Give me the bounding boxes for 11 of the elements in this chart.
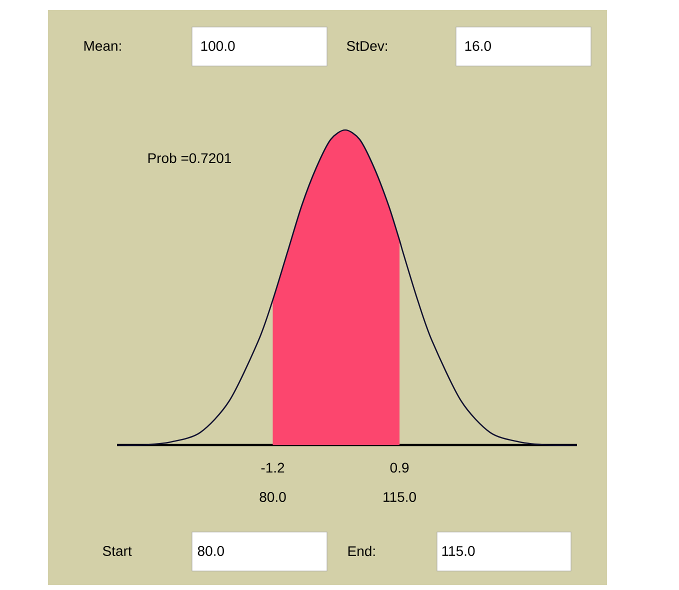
text: 16.0 xyxy=(465,41,491,51)
annotation: Prob =0.7201 xyxy=(148,152,232,164)
text: 100.0 xyxy=(201,41,235,51)
annotation: 0.9 xyxy=(390,462,409,473)
text: 80.0 xyxy=(198,546,224,556)
text: Start xyxy=(102,546,132,556)
text: 115.0 xyxy=(442,546,475,556)
text: Mean: xyxy=(84,41,121,51)
text: End: xyxy=(348,546,375,556)
annotation: -1.2 xyxy=(261,462,284,473)
text: StDev: xyxy=(346,41,388,51)
